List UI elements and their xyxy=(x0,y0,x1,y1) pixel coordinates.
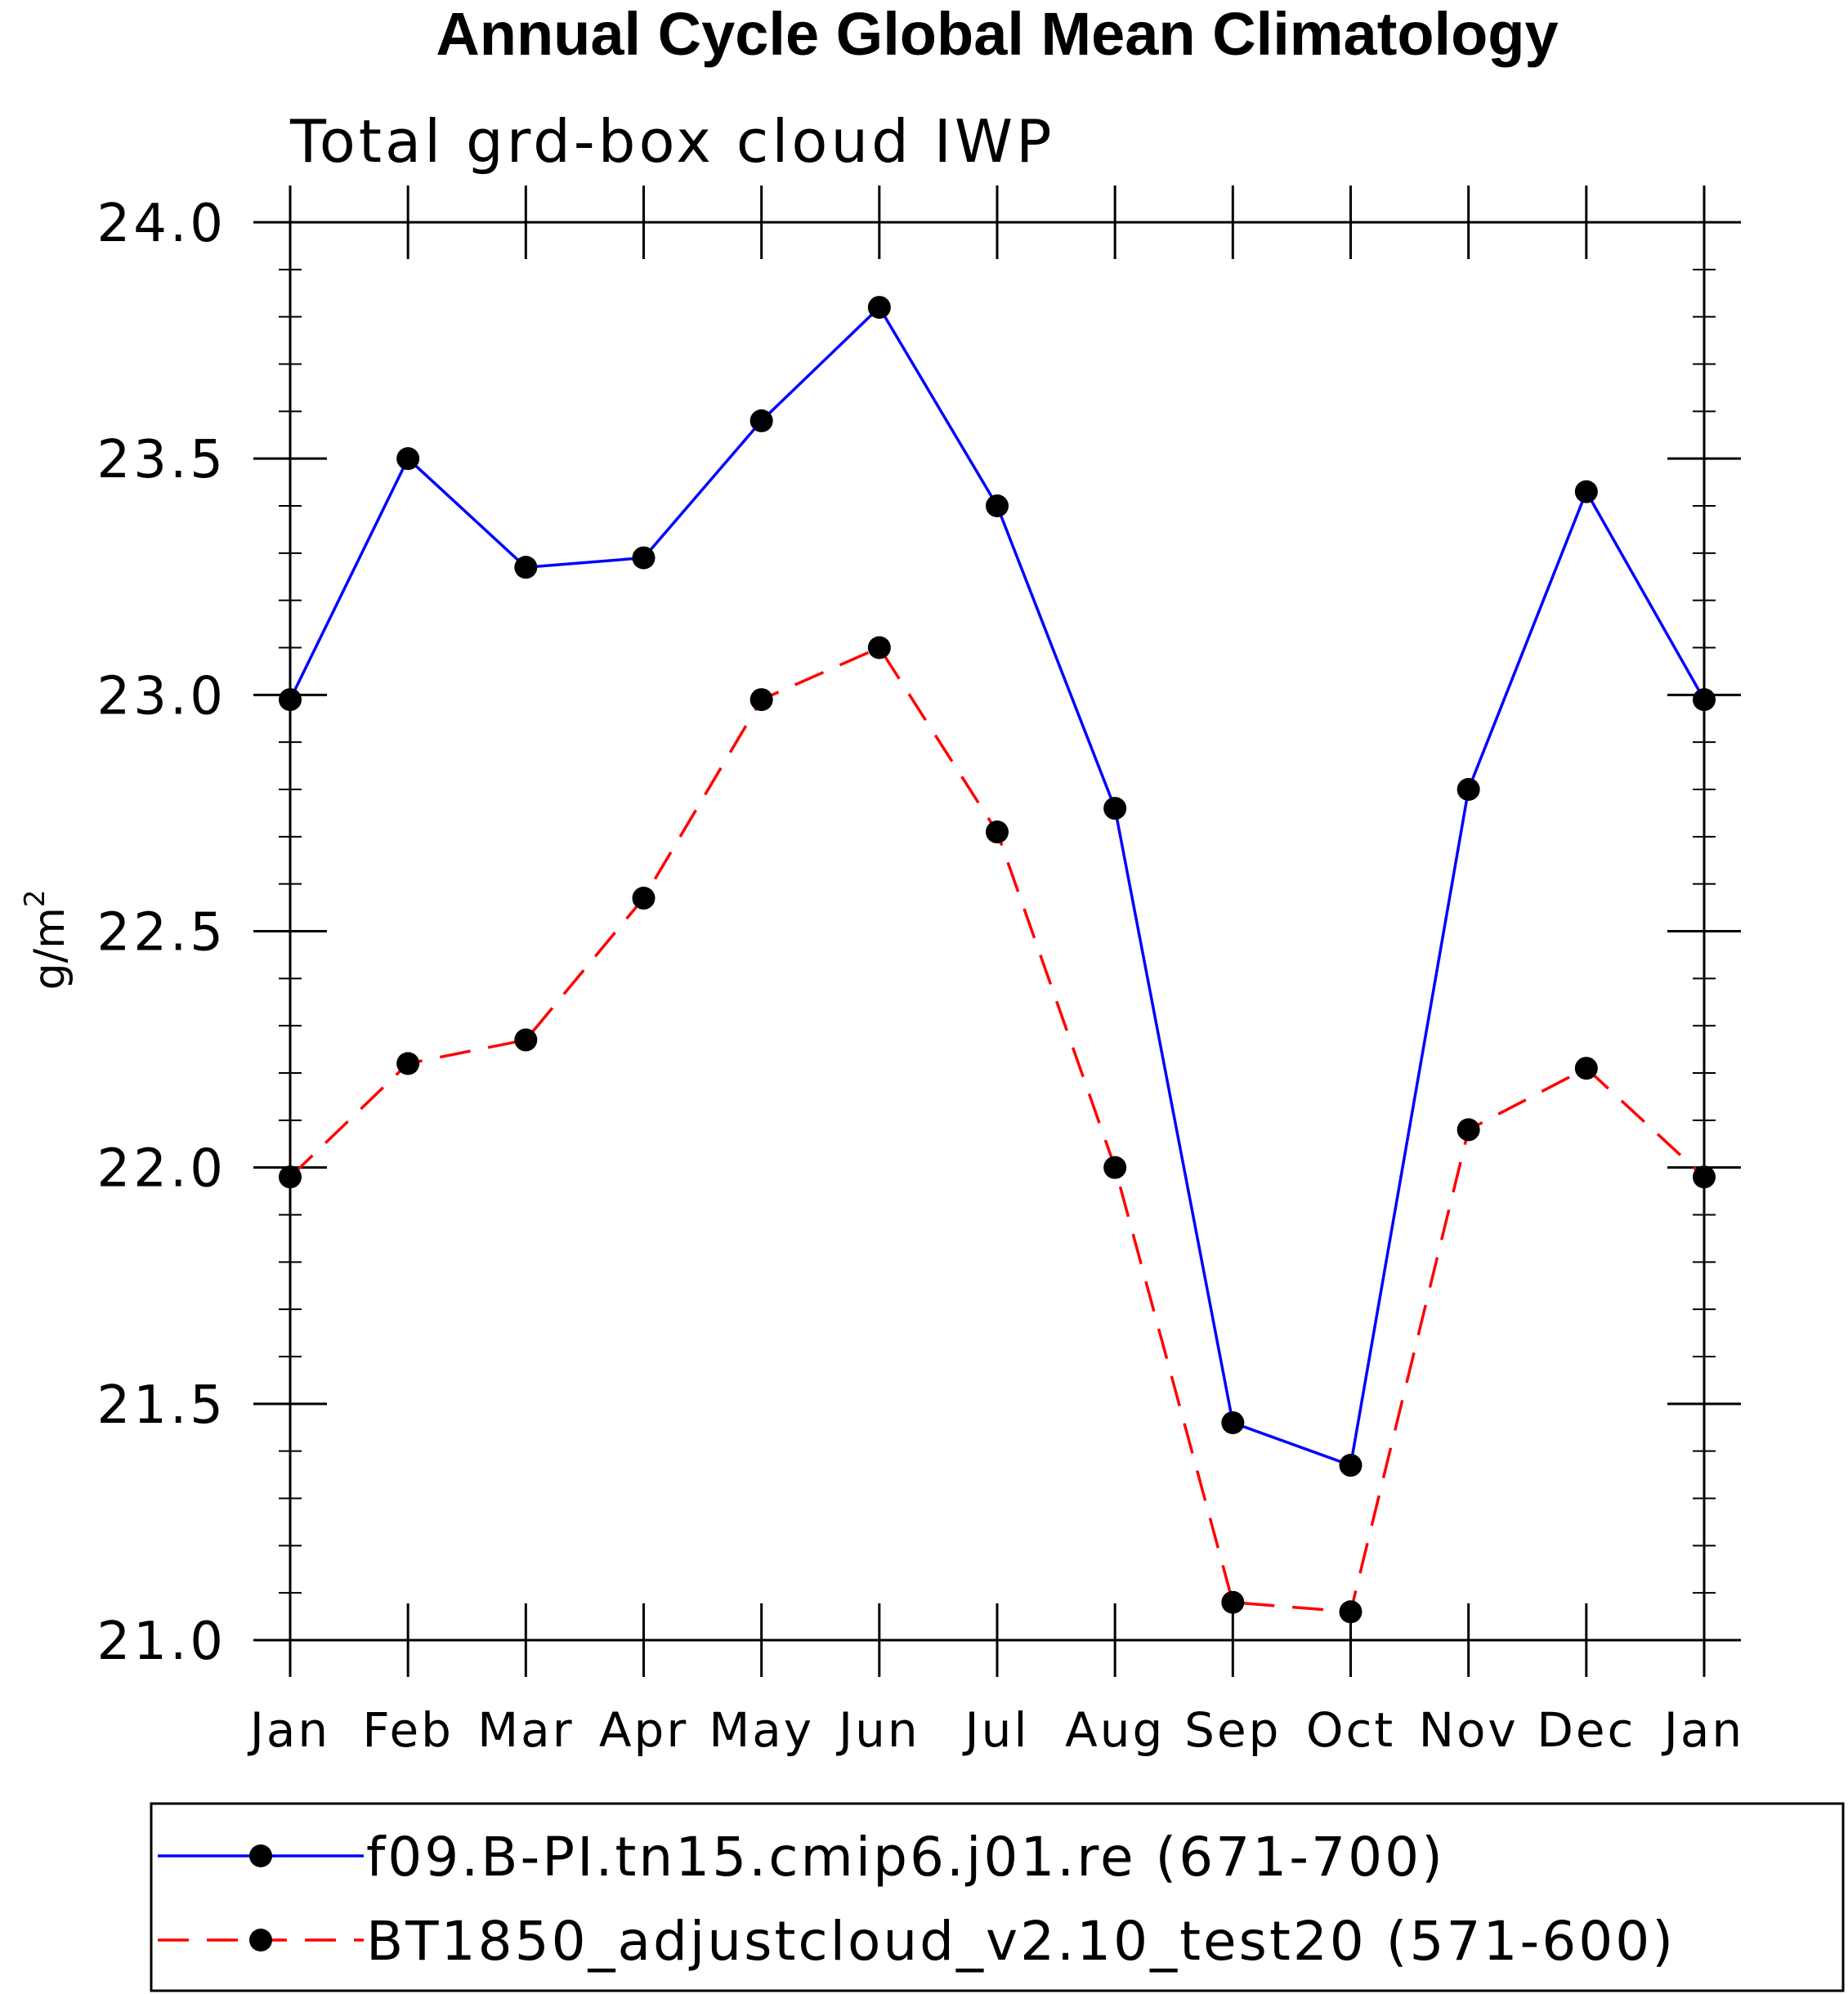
y-axis-label: g/m2 xyxy=(19,890,74,990)
plot-frame xyxy=(289,221,1706,1642)
series-2-point xyxy=(749,688,773,712)
series-1-point xyxy=(1221,1411,1245,1434)
x-tick-label: Oct xyxy=(1306,1702,1395,1758)
y-tick-label: 22.5 xyxy=(97,903,227,963)
series-2-point xyxy=(1574,1057,1598,1080)
series-1-point xyxy=(279,688,302,712)
x-tick-label: Feb xyxy=(362,1702,454,1758)
x-tick-label: Mar xyxy=(477,1702,574,1758)
series-1-point xyxy=(632,546,656,570)
y-tick-label: 23.5 xyxy=(97,430,227,490)
series-2-point xyxy=(1693,1165,1716,1189)
x-tick-label: Sep xyxy=(1184,1702,1281,1758)
series-2-point xyxy=(1456,1118,1480,1142)
legend-label-2: BT1850_adjustcloud_v2.10_test20 (571-600… xyxy=(366,1910,1676,1973)
series-2-point xyxy=(279,1165,302,1189)
y-axis-label-base: g/m xyxy=(25,907,74,990)
y-axis-label-superscript: 2 xyxy=(19,890,51,908)
series-2-point xyxy=(396,1052,420,1075)
x-tick-label: Jan xyxy=(248,1702,330,1758)
y-tick-label: 23.0 xyxy=(97,666,227,727)
x-axis: Jan Feb Mar Apr May Jun Jul Aug Sep Oct Nov Dec Jan xyxy=(248,186,1744,1758)
series-2-point xyxy=(1221,1590,1245,1614)
series-1-point xyxy=(514,556,538,579)
legend-marker-1 xyxy=(249,1844,272,1867)
legend-label-1: f09.B-PI.tn15.cmip6.j01.re (671-700) xyxy=(366,1826,1445,1889)
y-axis: 21.0 21.5 22.0 22.5 23.0 23.5 24.0 xyxy=(97,194,1741,1672)
legend-marker-2 xyxy=(249,1929,272,1952)
series-2-point xyxy=(514,1028,538,1052)
y-tick-label: 22.0 xyxy=(97,1139,227,1200)
plot-border xyxy=(289,221,1706,1642)
legend-items: f09.B-PI.tn15.cmip6.j01.re (671-700) BT18… xyxy=(158,1826,1676,1973)
series-1-point xyxy=(749,409,773,432)
x-tick-label: Jul xyxy=(963,1702,1030,1758)
series-1-point xyxy=(1456,778,1480,801)
series-1-point xyxy=(1693,688,1716,712)
series-1-point xyxy=(1339,1454,1363,1478)
series-1-point xyxy=(1103,797,1127,820)
series-1-point xyxy=(1574,480,1598,503)
x-tick-label: Nov xyxy=(1419,1702,1519,1758)
legend: f09.B-PI.tn15.cmip6.j01.re (671-700) BT18… xyxy=(150,1802,1845,1992)
x-tick-label: Apr xyxy=(599,1702,688,1758)
x-tick-label: Jun xyxy=(836,1702,920,1758)
x-tick-label: May xyxy=(709,1702,814,1758)
y-tick-label: 21.5 xyxy=(97,1375,227,1436)
y-tick-label: 21.0 xyxy=(97,1612,227,1672)
x-tick-label: Aug xyxy=(1065,1702,1165,1758)
chart-subtitle: Total grd-box cloud IWP xyxy=(289,107,1055,176)
series-1-point xyxy=(396,447,420,471)
series-2-point xyxy=(1103,1156,1127,1179)
series-layer xyxy=(279,296,1716,1624)
x-tick-label: Jan xyxy=(1662,1702,1744,1758)
series-2-point xyxy=(632,887,656,910)
series-2-line xyxy=(289,646,1706,1614)
series-2-point xyxy=(1339,1600,1363,1624)
legend-box xyxy=(150,1802,1845,1992)
series-1-line xyxy=(289,305,1706,1468)
series-1-point xyxy=(867,296,891,320)
chart-title: Annual Cycle Global Mean Climatology xyxy=(436,0,1558,68)
y-tick-label: 24.0 xyxy=(97,194,227,254)
series-2-point xyxy=(986,820,1009,844)
series-2-point xyxy=(867,636,891,659)
x-tick-label: Dec xyxy=(1537,1702,1635,1758)
series-1-point xyxy=(986,494,1009,517)
